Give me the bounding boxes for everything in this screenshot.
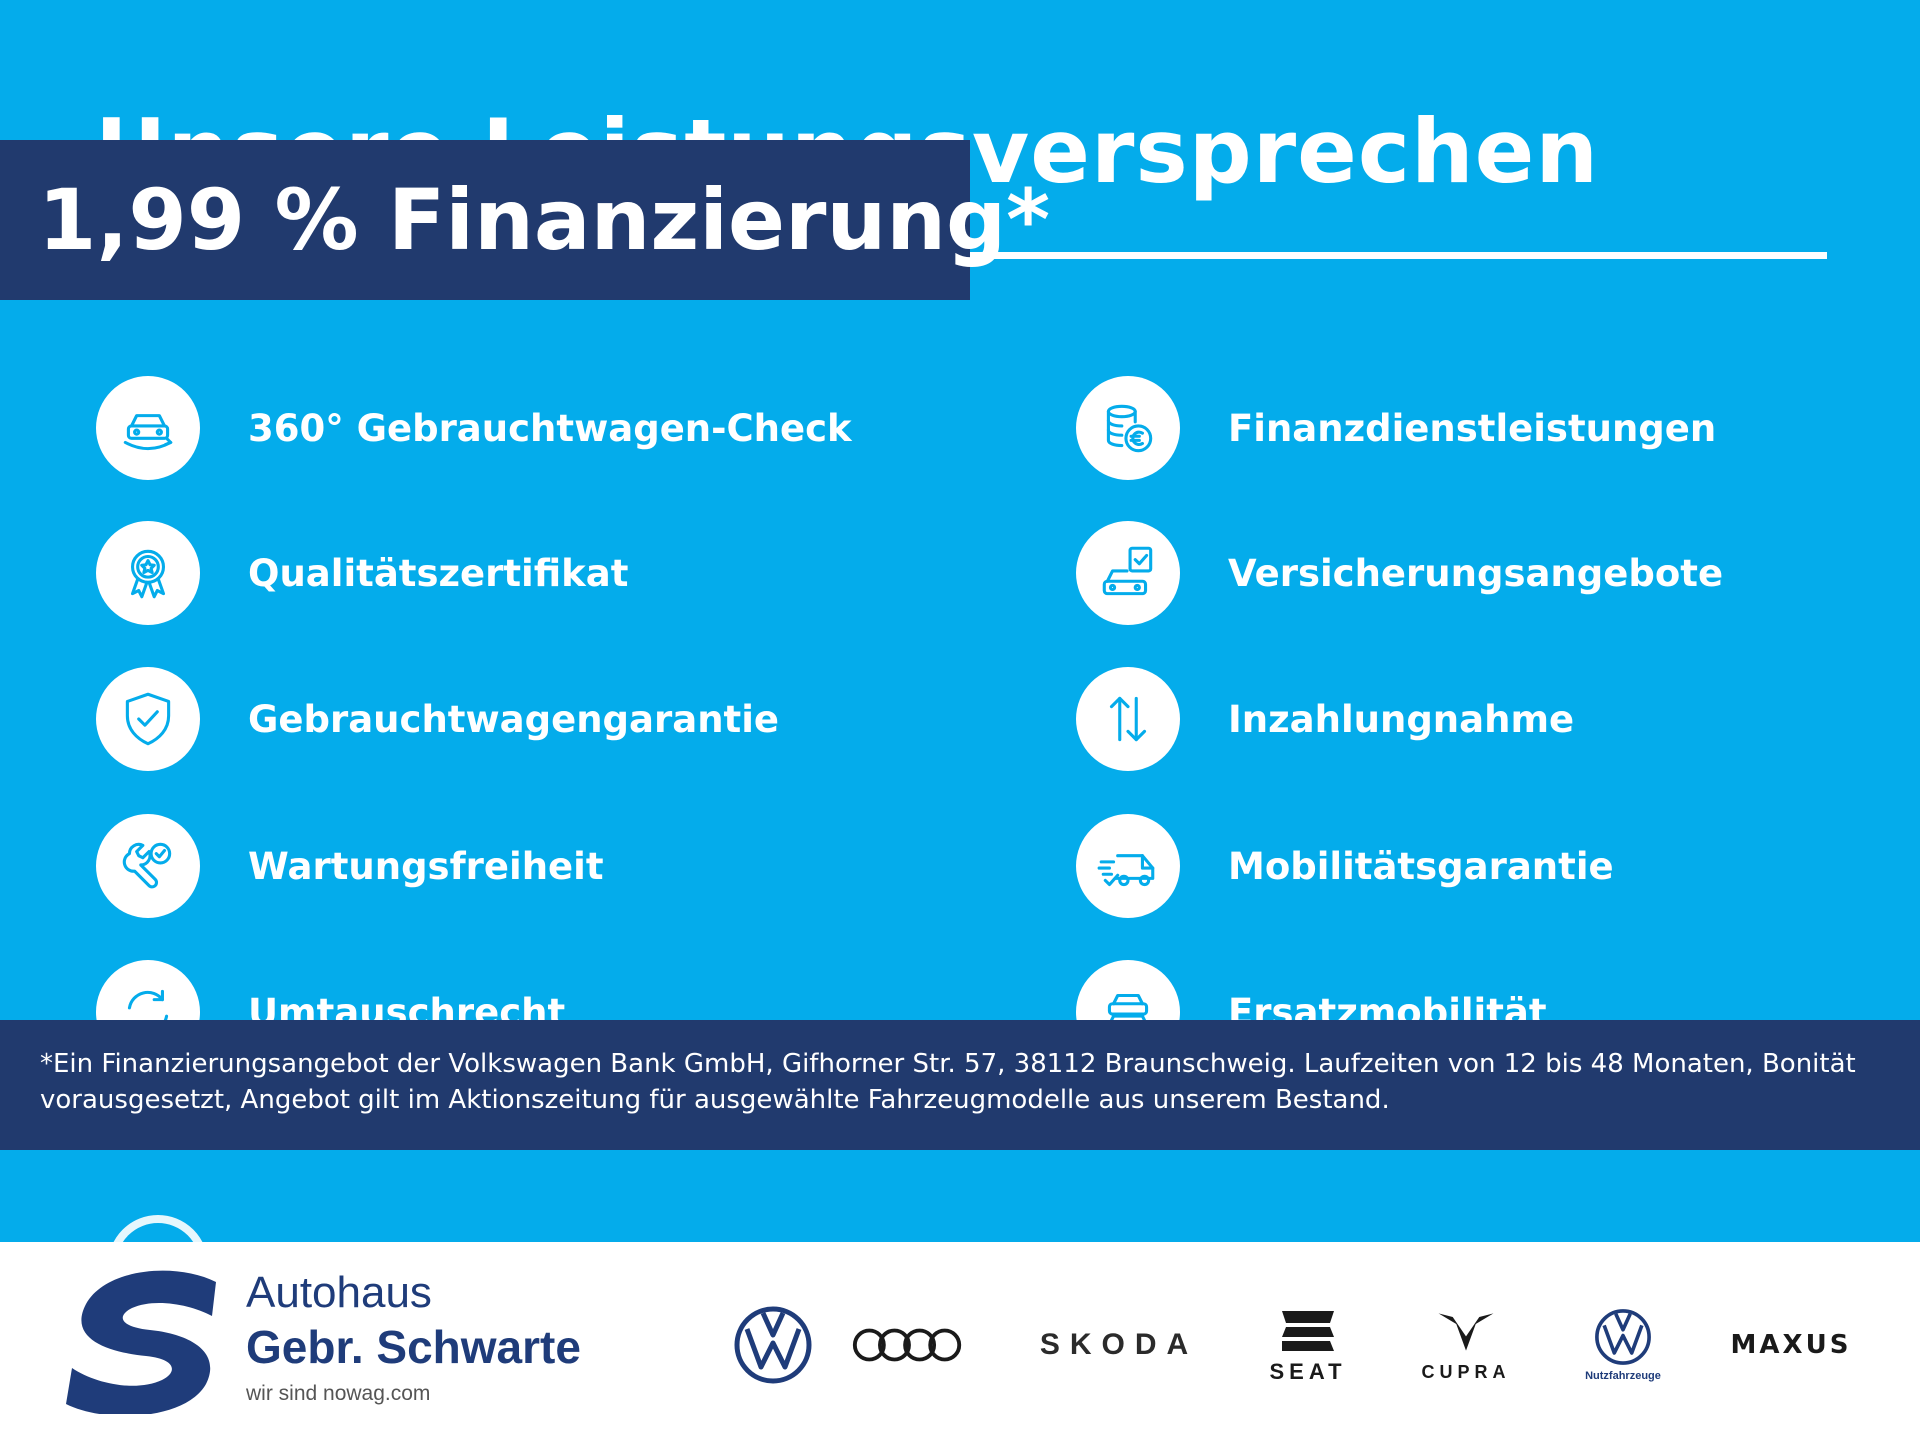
feature-trade-in: Inzahlungnahme [1076, 667, 1574, 771]
disclaimer-bar: *Ein Finanzierungsangebot der Volkswagen… [0, 1020, 1920, 1150]
vw-commercial-logo: Nutzfahrzeuge [1568, 1290, 1678, 1400]
skoda-wordmark: SKODA [1039, 1328, 1199, 1361]
feature-label: Ersatzmobilität [1228, 990, 1547, 1021]
feature-insurance: Versicherungsangebote [1076, 521, 1723, 625]
feature-label: Wartungsfreiheit [248, 844, 604, 888]
disclaimer-line: *Ein Finanzierungsangebot der Volkswagen… [40, 1049, 1856, 1079]
feature-label: Inzahlungnahme [1228, 697, 1575, 741]
dealer-name: Autohaus Gebr. Schwarte wir sind nowag.c… [246, 1268, 581, 1406]
up-down-arrows-icon [1076, 667, 1180, 771]
feature-360-check: 360° Gebrauchtwagen-Check [96, 376, 852, 480]
feature-label: Finanzdienstleistungen [1228, 406, 1717, 450]
cupra-emblem-icon [1438, 1312, 1494, 1351]
car-360-icon [96, 376, 200, 480]
seat-wordmark: SEAT [1269, 1359, 1347, 1384]
shield-check-icon [96, 667, 200, 771]
certificate-badge-icon [96, 521, 200, 625]
tow-truck-icon [1076, 814, 1180, 918]
vw-commercial-label: Nutzfahrzeuge [1585, 1370, 1661, 1382]
feature-mobility-guarantee: Mobilitätsgarantie [1076, 814, 1614, 918]
feature-label: Versicherungsangebote [1228, 551, 1724, 595]
feature-maintenance: Wartungsfreiheit [96, 814, 604, 918]
maxus-wordmark: MAXUS [1730, 1330, 1852, 1360]
feature-label: Gebrauchtwagengarantie [248, 697, 780, 741]
feature-label: 360° Gebrauchtwagen-Check [248, 406, 852, 450]
exchange-icon [96, 960, 200, 1020]
skoda-logo: SKODA [1024, 1290, 1214, 1400]
feature-replacement-mobility: Ersatzmobilität [1076, 960, 1547, 1020]
feature-warranty: Gebrauchtwagengarantie [96, 667, 779, 771]
disclaimer-line: vorausgesetzt, Angebot gilt im Aktionsze… [40, 1085, 1390, 1115]
vw-commercial-icon [1595, 1309, 1651, 1365]
coins-euro-icon [1076, 376, 1180, 480]
cupra-logo: CUPRA [1406, 1290, 1526, 1400]
vw-logo-icon [730, 1290, 816, 1400]
feature-label: Mobilitätsgarantie [1228, 844, 1614, 888]
cupra-wordmark: CUPRA [1421, 1361, 1511, 1382]
finance-banner-text: 1,99 % Finanzierung* [38, 171, 1051, 269]
features-area: 360° Gebrauchtwagen-Check Qualitätszerti… [96, 376, 1723, 1020]
car-insurance-icon [1076, 521, 1180, 625]
feature-financial-services: Finanzdienstleistungen [1076, 376, 1716, 480]
maxus-logo: MAXUS [1716, 1290, 1866, 1400]
feature-label: Umtauschrecht [248, 990, 566, 1021]
dealer-s-logo-icon [66, 1270, 216, 1414]
dealer-line-1: Autohaus [246, 1268, 432, 1317]
audi-logo-icon [848, 1290, 968, 1400]
dealer-tagline: wir sind nowag.com [246, 1382, 431, 1405]
replacement-car-icon [1076, 960, 1180, 1020]
dealer-line-2: Gebr. Schwarte [246, 1321, 581, 1373]
feature-exchange: Umtauschrecht [96, 960, 565, 1020]
seat-logo: SEAT [1258, 1290, 1358, 1400]
feature-label: Qualitätszertifikat [248, 551, 629, 595]
feature-quality-certificate: Qualitätszertifikat [96, 521, 628, 625]
seat-s-icon [1282, 1311, 1334, 1351]
wrench-check-icon [96, 814, 200, 918]
finance-banner: 1,99 % Finanzierung* [0, 140, 1050, 300]
